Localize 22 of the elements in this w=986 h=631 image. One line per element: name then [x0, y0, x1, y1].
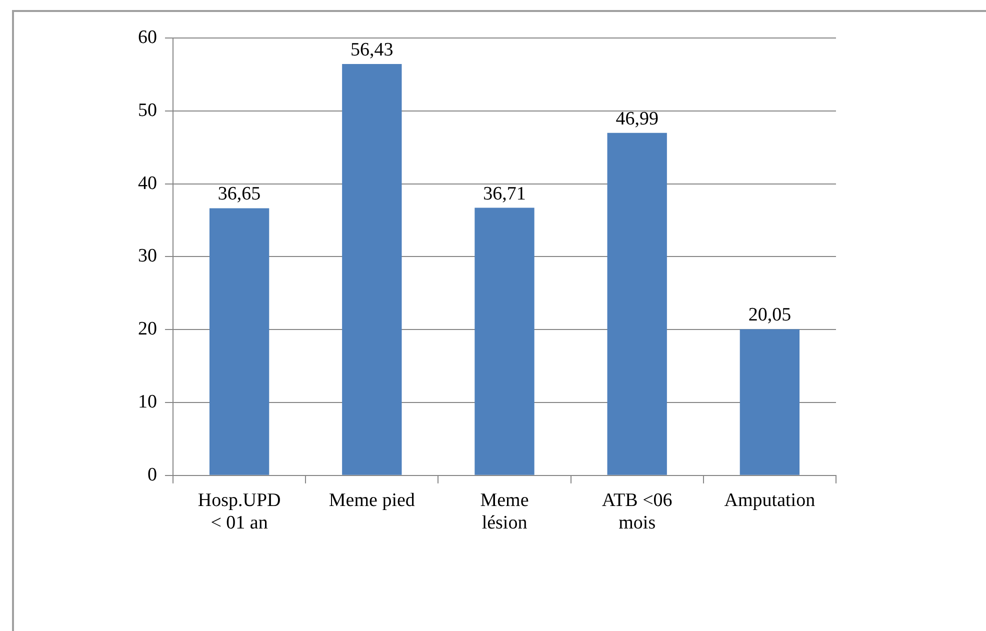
y-tick-label: 60 [138, 26, 157, 48]
data-label: 46,99 [616, 108, 658, 130]
y-tick-label: 30 [138, 246, 157, 267]
x-tick-label: Hosp.UPD < 01 an [198, 490, 281, 534]
bar [740, 329, 800, 475]
bar [209, 208, 270, 475]
y-tick-label: 10 [138, 391, 157, 412]
y-tick-label: 50 [138, 100, 157, 121]
bar [342, 64, 402, 475]
bar [474, 208, 534, 475]
data-label: 20,05 [748, 304, 792, 326]
y-tick-label: 40 [138, 172, 157, 194]
bar [607, 132, 667, 475]
data-label: 36,65 [218, 184, 261, 205]
data-label: 36,71 [483, 183, 526, 204]
x-tick-label: Amputation [724, 490, 816, 511]
x-tick-label: Meme pied [328, 490, 416, 511]
data-label: 56,43 [350, 40, 394, 61]
y-tick-label: 0 [148, 464, 157, 486]
x-tick-label: Meme lésion [480, 490, 529, 534]
x-tick-label: ATB <06 mois [602, 490, 672, 534]
y-tick-label: 20 [138, 318, 157, 340]
